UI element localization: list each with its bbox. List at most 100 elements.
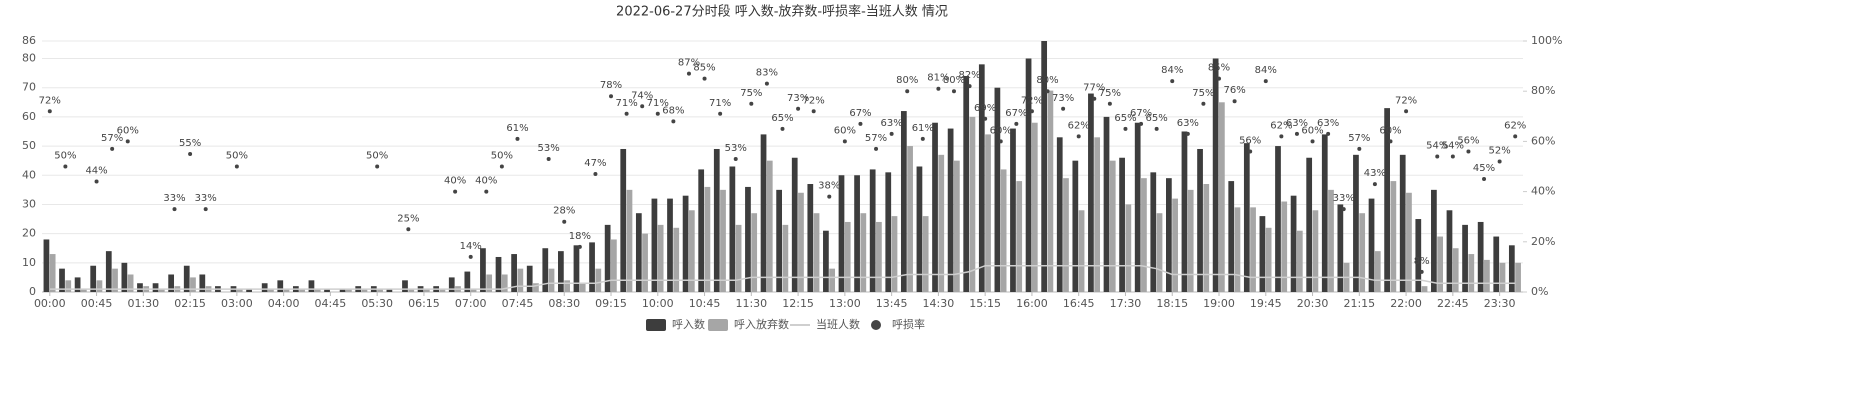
point bbox=[655, 111, 660, 116]
bar bbox=[548, 268, 555, 292]
point bbox=[1513, 134, 1518, 139]
bar bbox=[59, 268, 65, 292]
bar bbox=[526, 265, 533, 292]
bar bbox=[932, 122, 938, 292]
bar bbox=[953, 160, 960, 292]
data-label: 52% bbox=[1488, 145, 1510, 156]
data-label: 55% bbox=[179, 138, 201, 149]
bar bbox=[1399, 154, 1406, 292]
bar bbox=[1353, 154, 1359, 292]
bar bbox=[1025, 58, 1032, 292]
bar bbox=[782, 224, 789, 292]
bar bbox=[791, 157, 798, 292]
bar bbox=[1431, 189, 1437, 292]
bar bbox=[1515, 262, 1521, 292]
bar bbox=[938, 154, 945, 292]
bar bbox=[1406, 192, 1412, 292]
bar bbox=[745, 186, 751, 292]
bar bbox=[152, 283, 159, 292]
point bbox=[967, 84, 972, 89]
point bbox=[640, 104, 645, 109]
bar bbox=[168, 274, 175, 292]
point bbox=[1279, 134, 1284, 139]
data-label: 47% bbox=[584, 158, 606, 169]
bar bbox=[985, 134, 991, 292]
bar bbox=[308, 280, 315, 292]
legend-swatch bbox=[871, 320, 881, 330]
point bbox=[811, 109, 816, 114]
point bbox=[1201, 101, 1206, 106]
data-label: 72% bbox=[803, 95, 825, 106]
bar bbox=[339, 289, 346, 292]
point bbox=[1092, 96, 1097, 101]
data-label: 84% bbox=[1161, 65, 1183, 76]
bar bbox=[978, 64, 985, 292]
x-tick-label: 03:00 bbox=[221, 297, 253, 310]
bar bbox=[713, 148, 720, 292]
data-label: 54% bbox=[1426, 140, 1448, 151]
bar bbox=[1016, 181, 1023, 292]
data-label: 68% bbox=[662, 105, 684, 116]
data-label: 67% bbox=[1130, 108, 1152, 119]
bar bbox=[751, 213, 758, 292]
bar bbox=[1203, 184, 1210, 292]
point bbox=[94, 179, 99, 184]
point bbox=[375, 164, 380, 169]
bar bbox=[511, 254, 517, 292]
bar bbox=[1306, 157, 1313, 292]
point bbox=[624, 111, 629, 116]
point bbox=[1248, 149, 1253, 154]
y2-tick-label: 60% bbox=[1531, 134, 1555, 147]
point bbox=[1154, 126, 1159, 131]
legend-label: 当班人数 bbox=[816, 317, 860, 331]
x-tick-label: 15:15 bbox=[969, 297, 1001, 310]
point bbox=[1123, 126, 1128, 131]
data-label: 63% bbox=[1177, 118, 1199, 129]
point bbox=[1014, 121, 1019, 126]
bar bbox=[1384, 108, 1390, 293]
x-tick-label: 06:15 bbox=[408, 297, 440, 310]
bar bbox=[1212, 58, 1219, 292]
x-tick-label: 13:00 bbox=[829, 297, 861, 310]
bar bbox=[673, 227, 680, 292]
bar bbox=[891, 216, 898, 292]
bar bbox=[1172, 198, 1178, 292]
bar bbox=[190, 277, 196, 292]
bar bbox=[495, 256, 502, 292]
point bbox=[1326, 131, 1331, 136]
point bbox=[951, 89, 956, 94]
point bbox=[1466, 149, 1471, 154]
point bbox=[936, 86, 941, 91]
bar bbox=[246, 289, 252, 292]
point bbox=[1310, 139, 1315, 144]
bar bbox=[1078, 210, 1085, 292]
bar bbox=[268, 289, 274, 292]
bar bbox=[651, 198, 658, 292]
bar bbox=[1508, 245, 1515, 292]
point bbox=[125, 139, 130, 144]
data-label: 77% bbox=[1083, 83, 1105, 94]
bar bbox=[589, 242, 595, 292]
bar bbox=[1000, 169, 1007, 292]
x-tick-label: 10:45 bbox=[689, 297, 721, 310]
data-label: 84% bbox=[1255, 65, 1277, 76]
y2-tick-label: 80% bbox=[1531, 84, 1555, 97]
point bbox=[1419, 269, 1424, 274]
bar bbox=[90, 265, 97, 292]
data-label: 57% bbox=[1348, 133, 1370, 144]
bar bbox=[112, 268, 118, 292]
point bbox=[1217, 76, 1222, 81]
bar bbox=[844, 221, 851, 292]
point bbox=[593, 172, 598, 177]
bar bbox=[501, 274, 508, 292]
point bbox=[1185, 131, 1190, 136]
bar bbox=[698, 169, 705, 292]
bar bbox=[1063, 178, 1069, 292]
bar bbox=[1468, 254, 1475, 292]
bar bbox=[1187, 189, 1194, 292]
bar bbox=[1359, 213, 1366, 292]
bar bbox=[1484, 259, 1490, 292]
data-label: 73% bbox=[787, 93, 809, 104]
data-label: 63% bbox=[1317, 118, 1339, 129]
bar bbox=[1094, 137, 1101, 292]
